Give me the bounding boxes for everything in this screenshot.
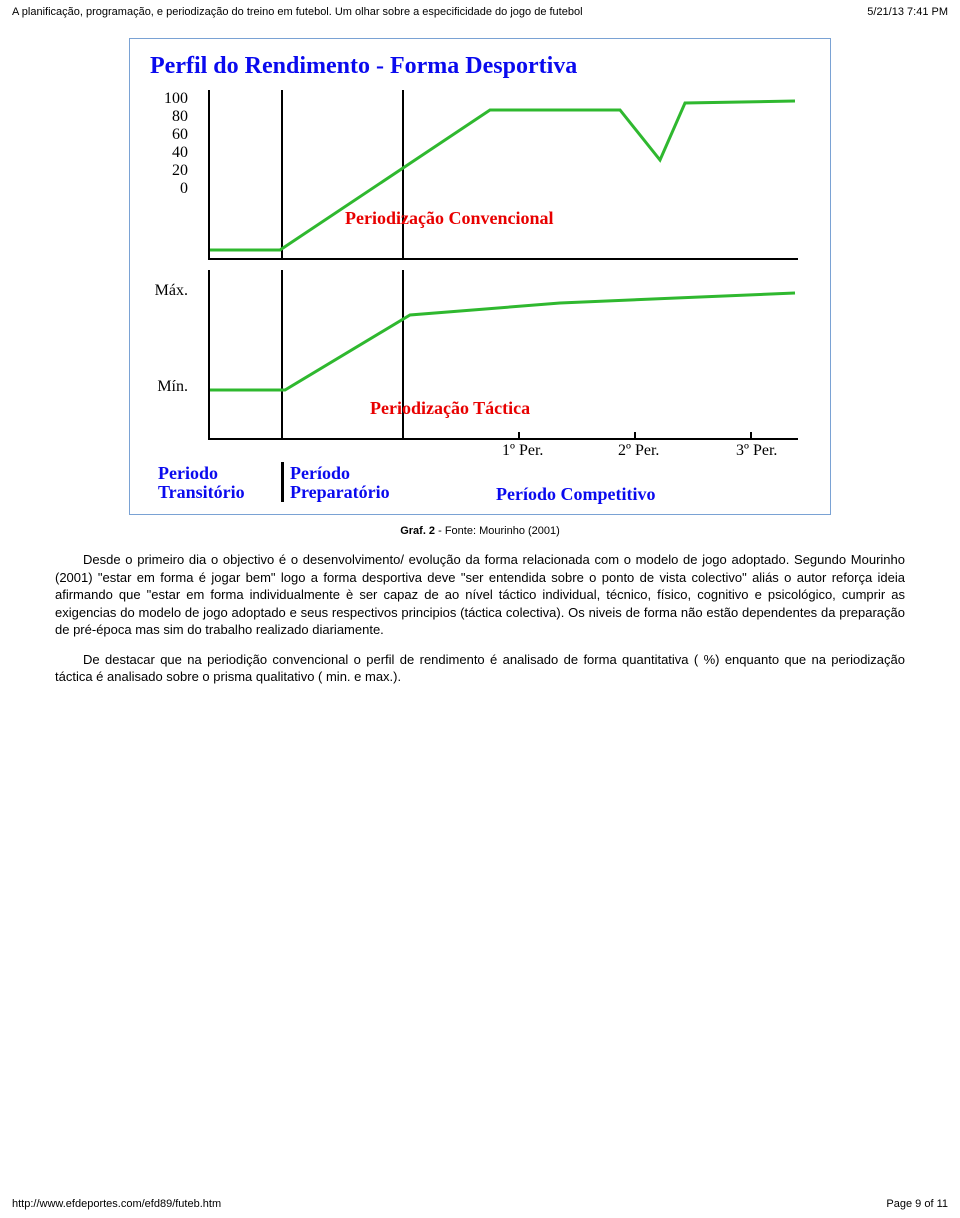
caption-rest: - Fonte: Mourinho (2001) xyxy=(435,525,560,537)
body-text: Desde o primeiro dia o objectivo é o des… xyxy=(55,551,905,686)
separator xyxy=(281,462,284,502)
chart-panel-tactica: Máx. Mín. Periodização Táctica xyxy=(140,270,820,440)
period-tick-label: 3º Per. xyxy=(736,442,777,460)
caption-bold: Graf. 2 xyxy=(400,525,435,537)
period-labels: 1º Per. 2º Per. 3º Per. Periodo Transitó… xyxy=(140,440,820,508)
period-transitorio: Periodo Transitório xyxy=(158,464,268,502)
chart-panel-convencional: 100 80 60 40 20 0 Periodização Convencio… xyxy=(140,90,820,260)
page-header: A planificação, programação, e periodiza… xyxy=(0,0,960,20)
header-datetime: 5/21/13 7:41 PM xyxy=(867,6,948,18)
period-tick-label: 2º Per. xyxy=(618,442,659,460)
chart-title: Perfil do Rendimento - Forma Desportiva xyxy=(150,53,820,80)
figure-caption: Graf. 2 - Fonte: Mourinho (2001) xyxy=(0,525,960,537)
paragraph: De destacar que na periodição convencion… xyxy=(55,651,905,686)
period-tick-label: 1º Per. xyxy=(502,442,543,460)
chart-line-convencional xyxy=(140,90,820,260)
page-footer: http://www.efdeportes.com/efd89/futeb.ht… xyxy=(12,1198,948,1210)
period-preparatorio: Período Preparatório xyxy=(290,464,420,502)
chart-figure: Perfil do Rendimento - Forma Desportiva … xyxy=(129,38,831,515)
paragraph: Desde o primeiro dia o objectivo é o des… xyxy=(55,551,905,639)
footer-url: http://www.efdeportes.com/efd89/futeb.ht… xyxy=(12,1198,221,1210)
period-competitivo: Período Competitivo xyxy=(496,484,655,505)
footer-page: Page 9 of 11 xyxy=(886,1198,948,1210)
chart-inner-label: Periodização Táctica xyxy=(370,398,530,419)
chart-inner-label: Periodização Convencional xyxy=(345,208,553,229)
header-title: A planificação, programação, e periodiza… xyxy=(12,6,583,18)
